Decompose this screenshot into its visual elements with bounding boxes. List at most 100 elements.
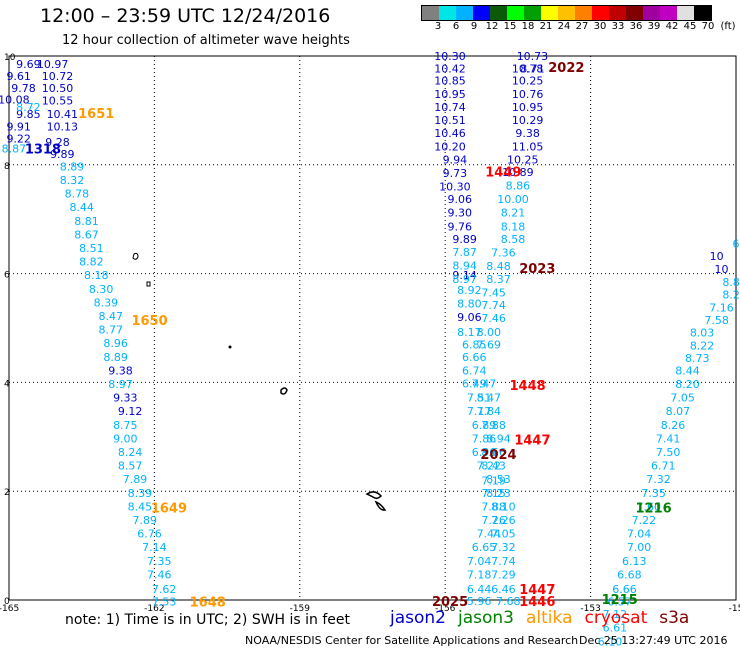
wave-height-value: 8.20	[675, 378, 700, 391]
wave-height-value: 8.18	[84, 269, 109, 282]
wave-height-value: 9.85	[16, 108, 41, 121]
wave-height-value: 8.51	[79, 242, 104, 255]
wave-height-value: 7.69	[477, 338, 502, 351]
wave-height-value: 7.88	[481, 419, 506, 432]
legend-swatch	[592, 6, 609, 20]
wave-height-value: 8.67	[74, 228, 99, 241]
wave-height-value: 7.86	[472, 432, 497, 445]
wave-height-value: 7.04	[467, 555, 492, 568]
wave-height-value: 7.14	[142, 541, 167, 554]
wave-height-value: 7.60	[637, 500, 662, 513]
wave-height-value: 8.22	[690, 339, 715, 352]
x-tick-label: -165	[0, 604, 19, 614]
generated-timestamp: Dec 25 13:27:49 UTC 2016	[579, 634, 728, 647]
wave-height-value: 10.20	[434, 140, 466, 153]
wave-height-value: 6.13	[622, 555, 647, 568]
wave-height-value: 8.00	[477, 326, 502, 339]
wave-height-value: 7.45	[481, 287, 506, 300]
wave-height-value: 8.39	[128, 487, 153, 500]
wave-height-value: 10.72	[42, 70, 74, 83]
wave-height-value: 9.06	[447, 193, 472, 206]
wave-height-value: 8.94	[452, 259, 477, 272]
wave-height-value: 6.85	[462, 338, 487, 351]
wave-height-value: 9.38	[515, 127, 540, 140]
wave-height-value: 7.36	[491, 246, 516, 259]
y-tick-label: 2	[4, 488, 10, 498]
wave-height-value: 8.8	[722, 276, 740, 289]
wave-height-value: 8.75	[113, 419, 138, 432]
pass-time-label: 1651	[78, 107, 114, 122]
wave-height-value: 8.37	[486, 273, 511, 286]
wave-height-value: 8.44	[69, 201, 94, 214]
wave-height-value: 7.47	[472, 377, 497, 390]
map-grid	[8, 55, 737, 601]
wave-height-value: 7.32	[491, 541, 516, 554]
legend-label: 39	[647, 21, 661, 32]
wave-height-value: 8.58	[501, 233, 526, 246]
pass-time-label: 1446	[519, 595, 555, 610]
wave-height-value: 6	[733, 238, 740, 251]
island-outline	[146, 281, 151, 287]
wave-height-value: 10.30	[434, 50, 466, 63]
pass-time-label: 1216	[636, 502, 672, 517]
wave-height-value: 9.91	[6, 121, 31, 134]
wave-height-value: 9.89	[50, 148, 75, 161]
credit-line: NOAA/NESDIS Center for Satellite Applica…	[245, 634, 727, 647]
wave-height-value: 10.85	[434, 74, 466, 87]
wave-height-value: 8.80	[457, 298, 482, 311]
wave-height-value: 10.76	[512, 88, 544, 101]
wave-height-value: 8.87	[2, 142, 27, 155]
wave-height-value: 6.46	[491, 583, 516, 596]
wave-height-value: 7.22	[632, 514, 657, 527]
wave-height-value: 8.23	[486, 487, 511, 500]
wave-height-value: 8.17	[457, 326, 482, 339]
island-outline	[132, 252, 139, 260]
wave-height-value: 8.10	[491, 500, 516, 513]
wave-height-value: 8.92	[457, 284, 482, 297]
legend-swatch	[422, 6, 439, 20]
page-subtitle: 12 hour collection of altimeter wave hei…	[62, 33, 350, 48]
satellite-legend-item: altika	[526, 608, 573, 628]
satellite-legend-item: jason3	[458, 608, 514, 628]
pass-time-label: 1215	[602, 593, 638, 608]
wave-height-value: 8.18	[501, 220, 526, 233]
wave-height-value: 9.00	[113, 432, 138, 445]
legend-label: 42	[665, 21, 679, 32]
wave-height-value: 10	[710, 250, 724, 263]
legend-swatch	[626, 6, 643, 20]
legend-label: 70	[701, 21, 715, 32]
wave-height-value: 9.14	[452, 269, 477, 282]
pass-time-label: 1648	[190, 596, 226, 611]
wave-height-value: 10.89	[502, 166, 534, 179]
wave-height-value: 10.25	[512, 74, 544, 87]
wave-height-value: 10.97	[37, 58, 69, 71]
wave-height-value: 10.41	[47, 108, 79, 121]
pass-time-label: 2023	[519, 262, 555, 277]
wave-height-value: 8.07	[666, 405, 691, 418]
legend-swatch	[660, 6, 677, 20]
wave-height-value: 9.78	[11, 82, 36, 95]
legend-label: (ft)	[720, 21, 736, 32]
wave-height-value: 6.65	[472, 541, 497, 554]
wave-height-value: 8.32	[60, 174, 85, 187]
wave-height-value: 8.44	[675, 364, 700, 377]
satellite-legend: jason2 jason3 altika cryosat s3a	[390, 608, 701, 628]
wave-height-value: 7.41	[656, 432, 681, 445]
wave-height-value: 8.03	[690, 326, 715, 339]
wave-height-value: 10.25	[507, 153, 539, 166]
wave-height-value: 7.22	[477, 460, 502, 473]
wave-height-value: 5.96	[467, 595, 492, 608]
page-title: 12:00 – 23:59 UTC 12/24/2016	[40, 5, 331, 27]
legend-label: 27	[575, 21, 589, 32]
wave-height-value: 10.13	[47, 121, 79, 134]
wave-height-value: 7.46	[147, 568, 172, 581]
wave-height-value: 9.61	[6, 70, 31, 83]
wave-height-value: 10	[714, 263, 728, 276]
y-tick-label: 0	[4, 597, 10, 607]
wave-height-value: 10.95	[434, 88, 466, 101]
x-tick-label: -156	[435, 604, 456, 614]
wave-height-value: 7.16	[709, 301, 734, 314]
satellite-legend-item: cryosat	[584, 608, 648, 628]
pass-time-label: 1449	[485, 165, 521, 180]
wave-height-value: 8.97	[452, 273, 477, 286]
